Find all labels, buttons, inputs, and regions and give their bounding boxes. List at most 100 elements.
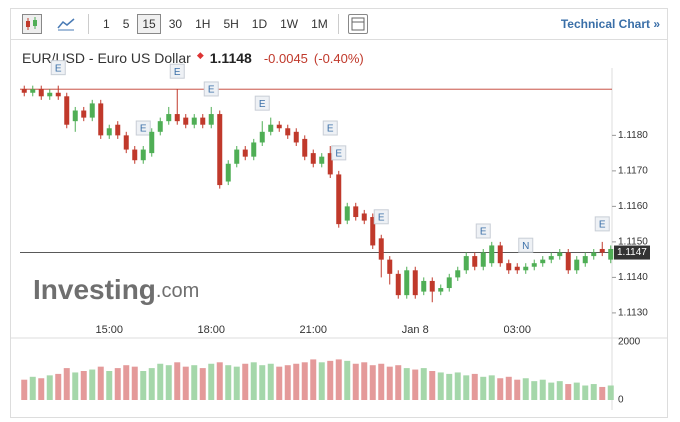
- volume-bar: [565, 384, 572, 400]
- volume-bar: [420, 368, 427, 400]
- candle-body: [421, 280, 427, 292]
- candle-body: [47, 92, 53, 97]
- interval-button[interactable]: 1H: [195, 17, 211, 31]
- volume-bar: [522, 378, 529, 400]
- volume-bar: [157, 363, 164, 400]
- candle-body: [251, 142, 257, 157]
- candle-body: [480, 252, 486, 267]
- event-marker-label: E: [335, 149, 342, 160]
- volume-bar: [607, 385, 614, 400]
- event-marker-label: N: [522, 241, 529, 252]
- candle-body: [217, 114, 223, 186]
- settings-icon[interactable]: [348, 14, 368, 34]
- y2-tick-label: 0: [618, 395, 624, 406]
- candle-body: [302, 138, 308, 157]
- event-marker: [475, 223, 491, 239]
- candle-body: [327, 153, 333, 175]
- event-marker: [518, 237, 534, 253]
- watermark-brand: Investing: [33, 274, 156, 305]
- volume-bar: [352, 363, 359, 400]
- event-marker: [135, 120, 151, 136]
- volume-bar: [454, 372, 461, 400]
- candle-body: [149, 131, 155, 154]
- interval-button[interactable]: 1M: [311, 17, 328, 31]
- interval-button[interactable]: 30: [168, 17, 183, 31]
- icon: [26, 17, 37, 30]
- candle-body: [123, 135, 129, 150]
- candle-body: [378, 238, 384, 260]
- volume-bar: [556, 381, 563, 400]
- event-marker: [322, 120, 338, 136]
- candle-body: [540, 259, 546, 264]
- candle-body: [370, 217, 376, 246]
- last-price-box: [614, 245, 650, 260]
- candle-body: [497, 245, 503, 264]
- interval-button[interactable]: 5: [122, 17, 130, 31]
- candle-body: [81, 110, 87, 118]
- volume-bar: [318, 362, 325, 400]
- separator: [338, 14, 339, 34]
- candle-body: [174, 114, 180, 122]
- volume-bar: [369, 365, 376, 400]
- volume-bar: [38, 378, 45, 400]
- candle-body: [463, 256, 469, 271]
- volume-bar: [548, 382, 555, 400]
- candle-body: [429, 280, 435, 292]
- volume-bar: [267, 363, 274, 400]
- candle-body: [599, 248, 605, 253]
- volume-bar: [106, 371, 113, 400]
- volume-bar: [437, 372, 444, 400]
- line-icon[interactable]: [56, 14, 76, 34]
- volume-bar: [531, 381, 538, 400]
- volume-bar: [505, 376, 512, 400]
- volume-bar: [463, 375, 470, 400]
- event-marker-label: E: [327, 124, 334, 135]
- candle-body: [455, 270, 461, 278]
- event-marker-label: E: [599, 220, 606, 231]
- volume-bar: [199, 368, 206, 400]
- volume-bar: [386, 366, 393, 400]
- volume-bar: [123, 365, 130, 400]
- volume-bar: [182, 366, 189, 400]
- volume-bar: [310, 359, 317, 400]
- event-marker: [331, 145, 347, 161]
- volume-bar: [488, 375, 495, 400]
- candle-body: [285, 128, 291, 136]
- candle-body: [387, 259, 393, 274]
- candle-body: [514, 266, 520, 271]
- interval-button[interactable]: 5H: [223, 17, 239, 31]
- candle-body: [344, 206, 350, 221]
- candle-icon[interactable]: [22, 14, 42, 34]
- interval-button[interactable]: 1W: [280, 17, 299, 31]
- volume-bar: [165, 365, 172, 400]
- toolbar: 1 5 15 30 1H 5H 1D 1W 1M Technical Chart »: [10, 8, 668, 40]
- event-marker-label: E: [480, 227, 487, 238]
- candle-body: [242, 149, 248, 157]
- x-tick-label: 15:00: [95, 324, 123, 336]
- candle-body: [574, 259, 580, 271]
- volume-bar: [412, 369, 419, 400]
- watermark-suffix: .com: [156, 280, 199, 302]
- last-price: 1.1148: [209, 50, 252, 66]
- candle-body: [489, 245, 495, 264]
- candle-body: [183, 117, 189, 125]
- candle-body: [319, 156, 325, 164]
- volume-bar: [148, 368, 155, 400]
- interval-button[interactable]: 15: [137, 14, 161, 34]
- candle-body: [353, 206, 359, 218]
- interval-button[interactable]: 1D: [251, 17, 268, 31]
- candle-body: [472, 256, 478, 267]
- volume-bar: [46, 375, 53, 400]
- candle-body: [208, 114, 214, 125]
- technical-chart-link[interactable]: Technical Chart »: [560, 17, 660, 31]
- header: EUR/USD - Euro US Dollar ◆ 1.1148 -0.0045 (-…: [22, 50, 370, 66]
- event-marker-label: E: [208, 85, 215, 96]
- interval-button[interactable]: 1: [103, 17, 110, 31]
- candle-body: [89, 103, 95, 118]
- event-marker: [169, 63, 185, 79]
- candle-body: [259, 131, 265, 143]
- candle-body: [64, 96, 70, 125]
- volume-bar: [344, 360, 351, 400]
- volume-bar: [395, 365, 402, 400]
